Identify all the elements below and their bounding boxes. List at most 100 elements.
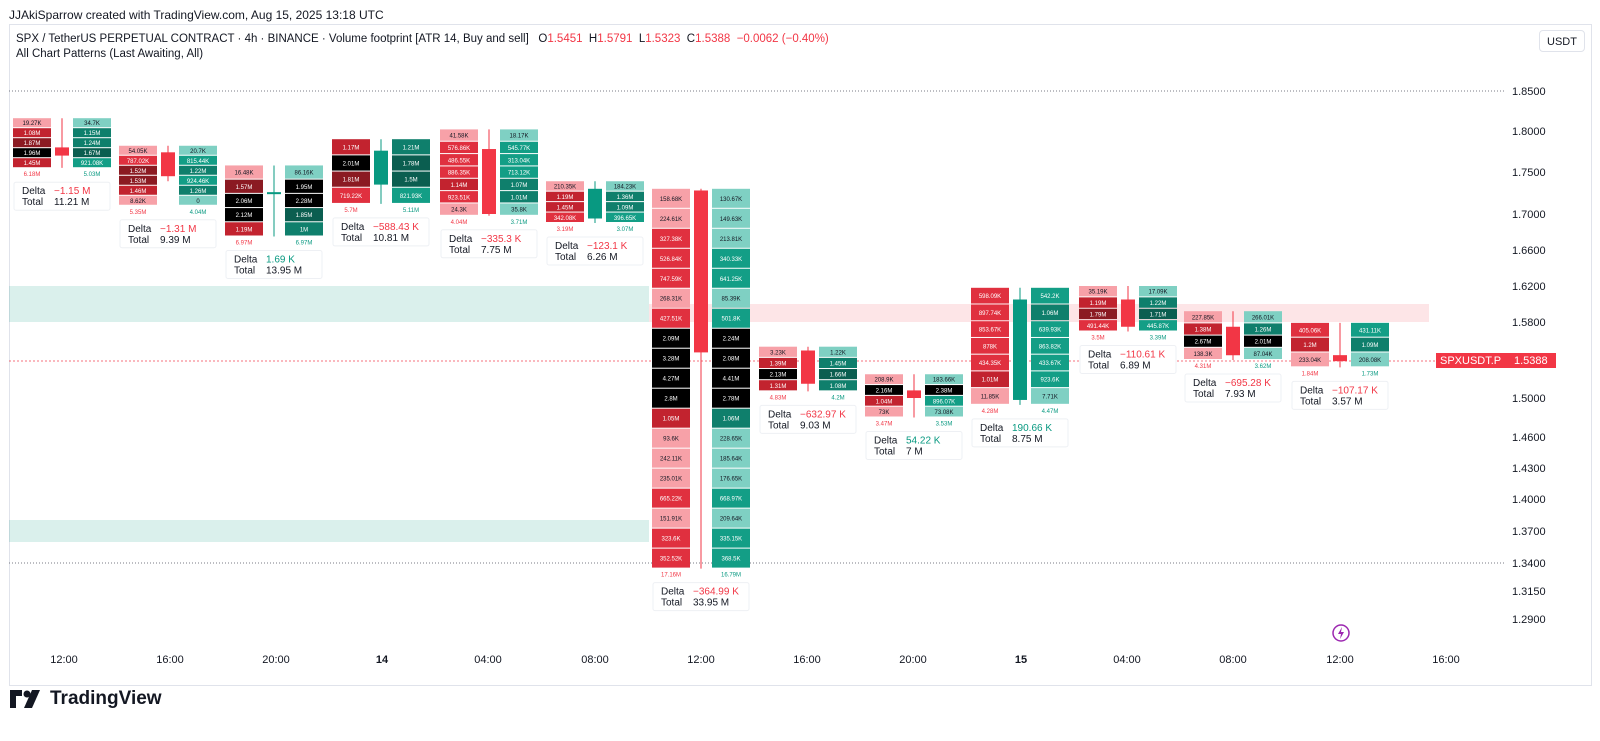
total-value: 11.21 M — [54, 197, 89, 208]
buy-volume-label: 924.46K — [187, 179, 209, 185]
sell-volume-label: 35.19K — [1088, 290, 1107, 296]
total-value: 33.95 M — [693, 598, 729, 609]
buy-total-label: 3.53M — [936, 422, 953, 428]
sell-volume-label: 151.91K — [660, 517, 682, 523]
sell-volume-cell — [332, 171, 370, 187]
tradingview-logo[interactable]: TradingView — [10, 688, 162, 710]
x-tick-label: 16:00 — [1432, 654, 1460, 666]
sell-volume-cell — [652, 388, 690, 408]
x-tick-label: 12:00 — [1326, 654, 1354, 666]
buy-volume-cell — [1031, 321, 1069, 337]
sell-volume-cell — [546, 212, 584, 222]
buy-volume-label: 1.78M — [403, 161, 420, 167]
sell-volume-cell — [440, 154, 478, 166]
buy-volume-label: 396.65K — [614, 216, 636, 222]
buy-volume-label: 35.8K — [511, 208, 527, 214]
buy-volume-cell — [1031, 354, 1069, 371]
buy-volume-label: 1.08M — [830, 384, 847, 390]
buy-volume-cell — [1351, 352, 1389, 367]
buy-volume-cell — [712, 428, 750, 448]
sell-volume-cell — [652, 448, 690, 468]
sell-volume-cell — [13, 128, 51, 138]
buy-volume-cell — [712, 308, 750, 328]
buy-total-label: 6.97M — [296, 241, 313, 247]
y-tick-label: 1.4600 — [1512, 432, 1546, 444]
sell-volume-cell — [225, 193, 263, 208]
buy-volume-cell — [712, 208, 750, 228]
sell-volume-cell — [652, 268, 690, 288]
x-tick-label: 14 — [376, 654, 389, 666]
total-label: Total — [22, 197, 43, 208]
sell-volume-cell — [971, 337, 1009, 354]
sell-volume-label: 598.09K — [979, 294, 1001, 300]
sell-volume-label: 2.13M — [770, 373, 787, 379]
tradingview-logo-icon — [10, 690, 40, 708]
sell-volume-label: 158.68K — [660, 197, 682, 203]
buy-volume-cell — [392, 155, 430, 171]
sell-volume-cell — [1184, 323, 1222, 335]
open-value: 1.5451 — [547, 33, 583, 45]
sell-volume-label: 491.44K — [1087, 324, 1109, 330]
delta-box — [1184, 373, 1282, 403]
y-tick-label: 1.6600 — [1512, 245, 1546, 257]
total-label: Total — [1193, 389, 1214, 400]
sell-volume-cell — [546, 202, 584, 212]
sell-volume-label: 2.09M — [663, 337, 680, 343]
delta-label: Delta — [1193, 378, 1217, 389]
buy-volume-label: 863.82K — [1039, 344, 1061, 350]
sell-volume-cell — [652, 308, 690, 328]
buy-volume-label: 1M — [300, 227, 308, 233]
x-tick-label: 04:00 — [1113, 654, 1141, 666]
sell-volume-cell — [759, 357, 797, 369]
total-label: Total — [980, 434, 1001, 445]
buy-volume-cell — [179, 195, 217, 205]
buy-volume-cell — [500, 129, 538, 141]
symbol-title[interactable]: SPX / TetherUS PERPETUAL CONTRACT · 4h ·… — [16, 33, 529, 45]
sell-volume-label: 93.6K — [663, 437, 679, 443]
sell-total-label: 6.18M — [24, 172, 41, 178]
buy-volume-cell — [73, 148, 111, 158]
currency-button[interactable]: USDT — [1539, 30, 1585, 52]
x-tick-label: 12:00 — [687, 654, 715, 666]
buy-total-label: 3.39M — [1150, 336, 1167, 342]
sell-total-label: 4.31M — [1195, 364, 1212, 370]
sell-volume-label: 54.05K — [128, 149, 147, 155]
total-label: Total — [234, 266, 255, 277]
total-value: 7 M — [906, 447, 923, 458]
buy-volume-label: 213.81K — [720, 237, 742, 243]
alert-icon — [1332, 624, 1350, 642]
sell-volume-label: 2.01M — [343, 161, 360, 167]
buy-volume-label: 85.39K — [721, 297, 740, 303]
sell-volume-label: 138.3K — [1193, 352, 1212, 358]
delta-value: −364.99 K — [693, 587, 739, 598]
sell-volume-cell — [652, 428, 690, 448]
buy-volume-cell — [179, 145, 217, 155]
buy-volume-cell — [285, 208, 323, 222]
sell-volume-cell — [440, 129, 478, 141]
delta-label: Delta — [234, 255, 258, 266]
candle-body — [374, 150, 388, 185]
buy-volume-cell — [712, 268, 750, 288]
total-label: Total — [128, 235, 149, 246]
candle-body — [907, 390, 921, 398]
buy-volume-label: 87.04K — [1253, 352, 1272, 358]
y-tick-label: 1.6200 — [1512, 281, 1546, 293]
buy-volume-label: 313.04K — [508, 158, 530, 164]
buy-volume-label: 1.22M — [1150, 301, 1167, 307]
sell-volume-cell — [1184, 335, 1222, 347]
y-tick-label: 1.3150 — [1512, 586, 1546, 598]
buy-volume-label: 185.64K — [720, 457, 742, 463]
sell-volume-cell — [119, 195, 157, 205]
total-value: 7.93 M — [1225, 389, 1256, 400]
y-tick-label: 1.7500 — [1512, 167, 1546, 179]
sell-volume-label: 1.79M — [1090, 312, 1107, 318]
sell-volume-cell — [865, 395, 903, 406]
sell-volume-cell — [652, 528, 690, 548]
buy-volume-label: 1.26M — [1255, 328, 1272, 334]
delta-value: −695.28 K — [1225, 378, 1271, 389]
indicator-title[interactable]: All Chart Patterns (Last Awaiting, All) — [16, 48, 204, 60]
sell-volume-label: 1.45M — [557, 205, 574, 211]
buy-volume-cell — [392, 171, 430, 187]
close-label: C — [686, 33, 696, 45]
